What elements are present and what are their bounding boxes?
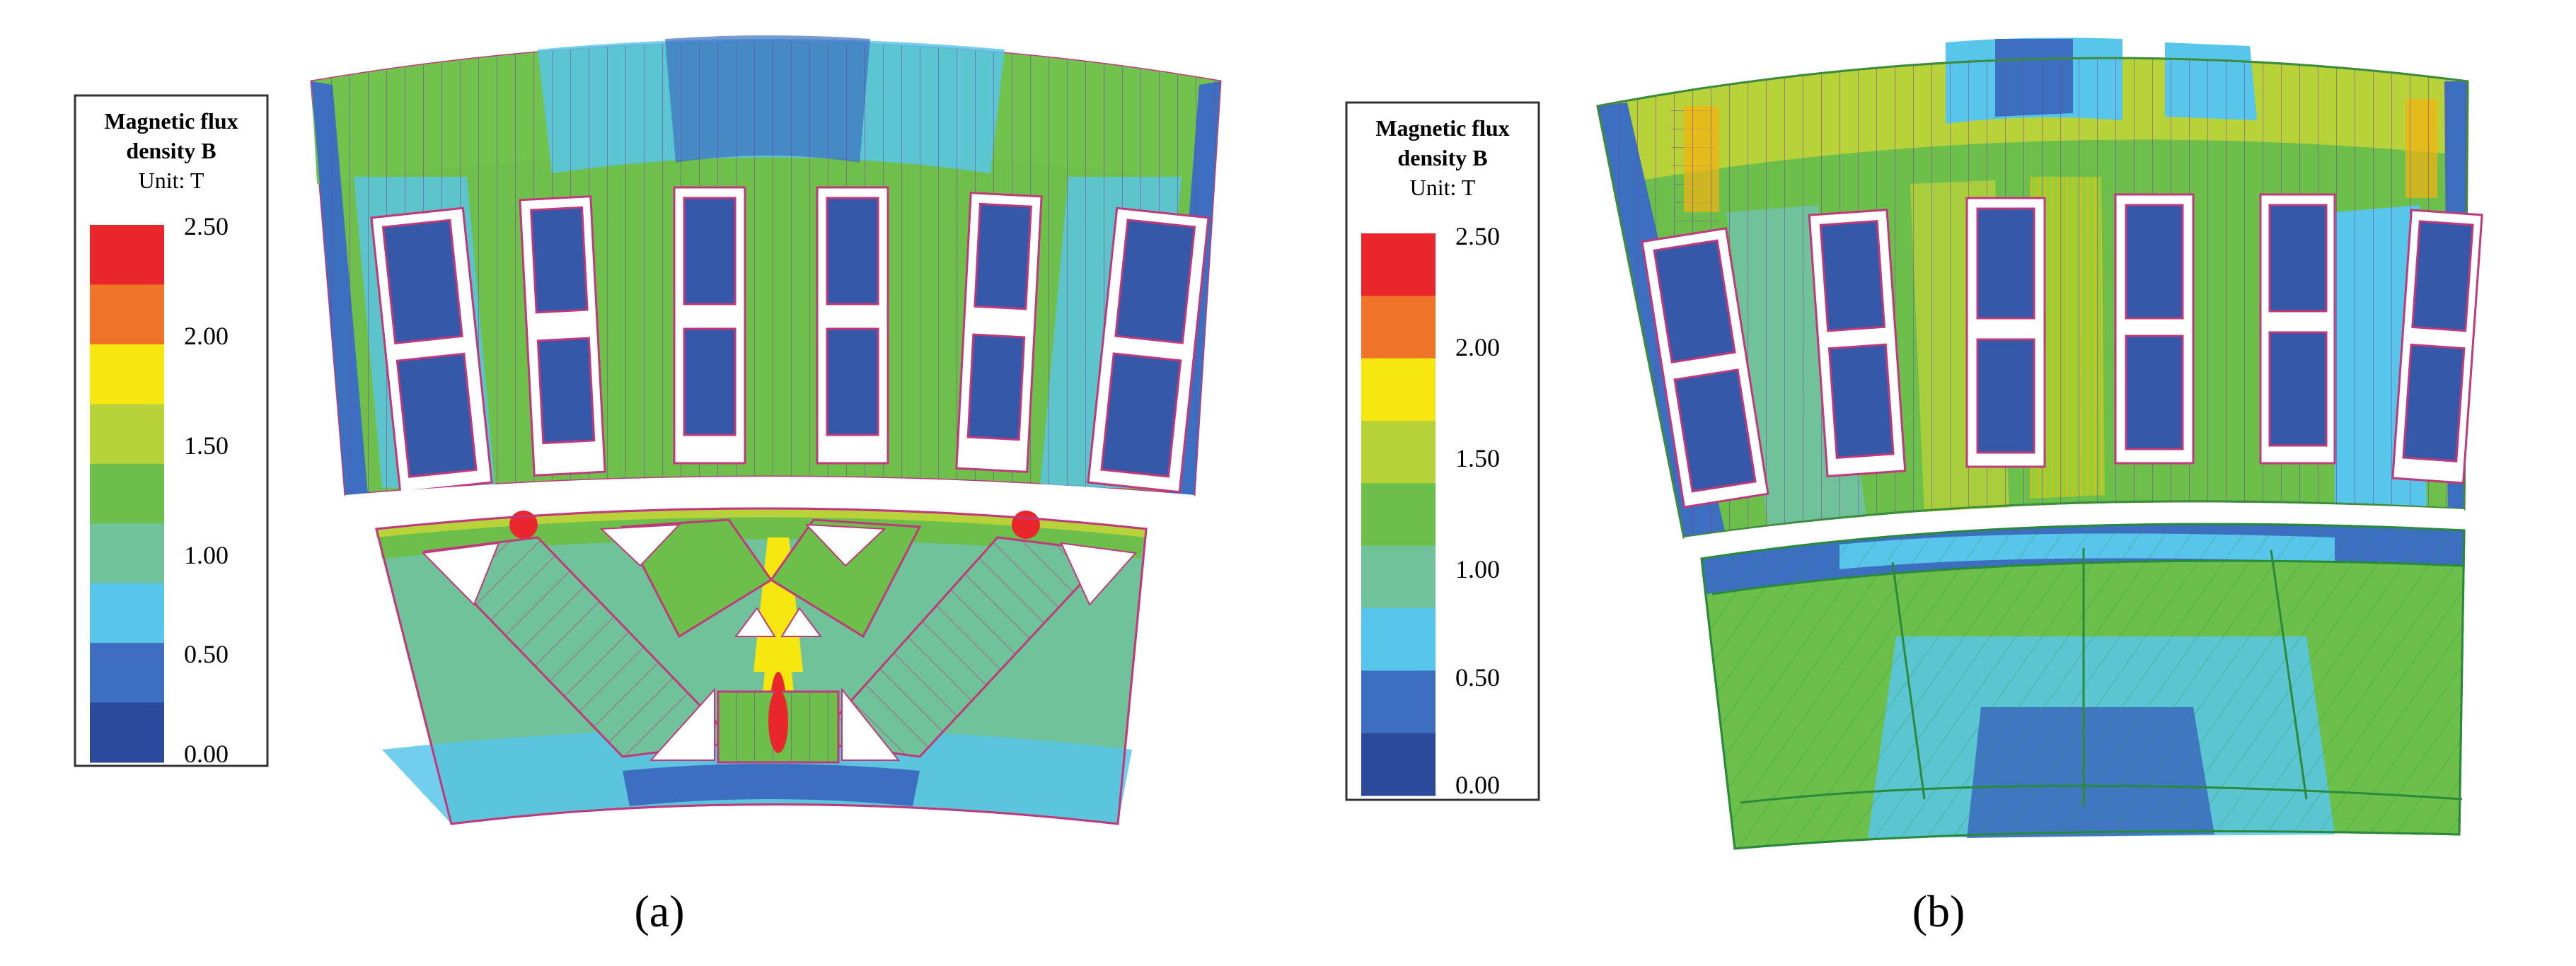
legend-color-band [90,284,164,345]
legend-a-tick-1.50: 1.50 [184,431,229,460]
legend-color-band [90,225,164,285]
legend-b-title-line2: density B [1397,145,1487,170]
legend-color-band [90,463,164,524]
legend-color-band [90,643,164,704]
panel-b-label: (b) [1912,886,1965,936]
legend-a-tick-0.50: 0.50 [184,640,229,668]
panel-b-air-gap [1684,503,2464,549]
legend-color-band [1361,545,1436,609]
legend-a-title-line2: density B [126,138,216,163]
legend-color-band [1361,421,1436,484]
legend-color-band [1361,608,1436,671]
panel-a-rotor [375,507,1148,825]
legend-a-unit: Unit: T [139,168,204,193]
legend-color-band [90,344,164,405]
panel-a-air-gap [345,477,1194,504]
legend-a-ticks: 2.50 2.00 1.50 1.00 0.50 0.00 [184,212,229,768]
legend-color-band [1361,483,1436,547]
legend-color-band [1361,670,1436,734]
legend-color-band [1361,296,1436,359]
legend-color-band [1361,233,1436,296]
panel-a-label: (a) [634,886,684,936]
legend-b-title-line1: Magnetic flux [1375,115,1509,141]
legend-color-band [1361,358,1436,421]
legend-a-color-bar [90,225,164,763]
legend-a-tick-0.00: 0.00 [184,740,229,768]
legend-b-ticks: 2.50 2.00 1.50 1.00 0.50 0.00 [1455,222,1500,799]
panel-b-slots [1641,193,2483,508]
panel-a-slots [370,186,1210,494]
legend-a-title-line1: Magnetic flux [104,108,238,134]
legend-b-tick-1.50: 1.50 [1455,444,1500,472]
panel-b-rotor [1700,523,2466,850]
legend-a: Magnetic flux density B Unit: T 2.50 2.0… [74,94,269,768]
legend-color-band [90,523,164,584]
legend-b-tick-2.00: 2.00 [1455,333,1500,361]
legend-color-band [90,702,164,763]
legend-b: Magnetic flux density B Unit: T 2.50 2.0… [1345,101,1540,801]
legend-b-color-bar [1361,233,1436,796]
legend-a-tick-1.00: 1.00 [184,541,229,569]
legend-a-tick-2.00: 2.00 [184,322,229,350]
legend-color-band [90,583,164,644]
legend-b-unit: Unit: T [1410,175,1476,200]
legend-b-tick-2.50: 2.50 [1455,222,1500,250]
legend-color-band [1361,733,1436,796]
legend-b-tick-0.50: 0.50 [1455,663,1500,692]
legend-b-tick-1.00: 1.00 [1455,555,1500,583]
legend-a-tick-2.50: 2.50 [184,212,229,240]
legend-b-tick-0.00: 0.00 [1455,771,1500,799]
legend-color-band [90,404,164,465]
